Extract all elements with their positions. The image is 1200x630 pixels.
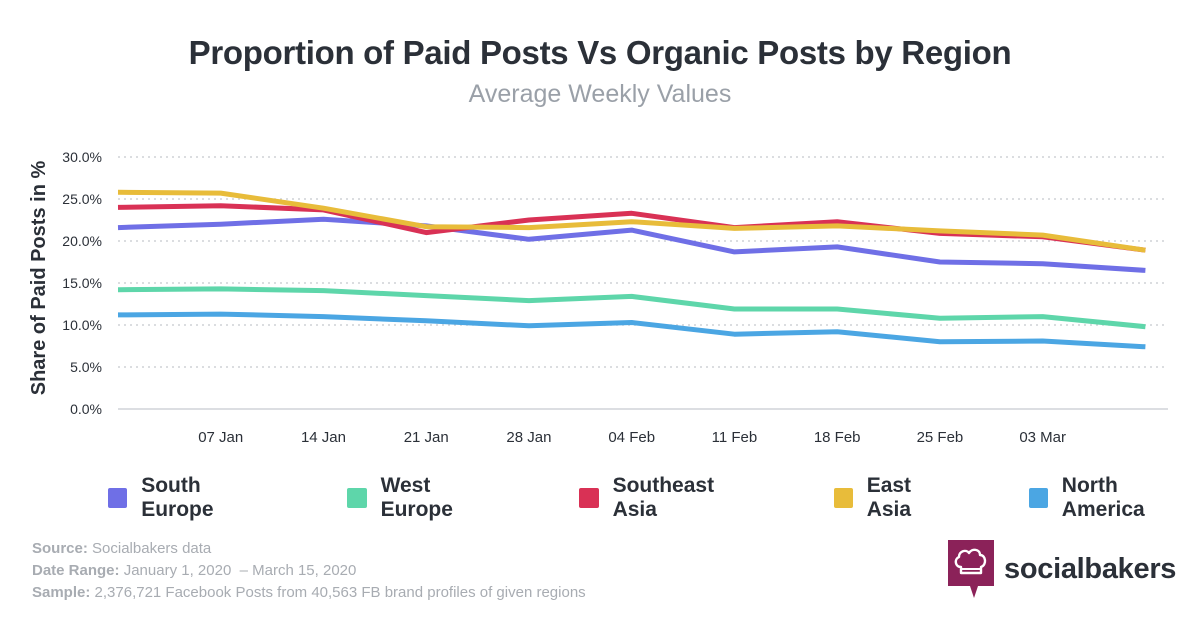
brand-name: socialbakers (1004, 552, 1177, 585)
y-tick-label: 10.0% (62, 317, 102, 333)
legend-swatch (108, 488, 128, 508)
x-tick-label: 03 Mar (1019, 429, 1066, 446)
date-range-label: Date Range: (32, 562, 120, 579)
x-tick-label: 11 Feb (712, 429, 758, 446)
x-tick-label: 14 Jan (301, 429, 346, 446)
grid-lines (118, 156, 1168, 410)
y-axis-label: Share of Paid Posts in % (28, 161, 50, 396)
legend-item: North America (1028, 474, 1200, 522)
y-tick-label: 15.0% (62, 275, 102, 291)
y-axis-ticks: 0.0% 5.0% 10.0% 15.0% 20.0% 25.0% 30.0% (62, 149, 102, 417)
x-tick-label: 07 Jan (198, 429, 243, 446)
x-tick-label: 28 Jan (506, 429, 551, 446)
x-tick-label: 18 Feb (814, 429, 861, 446)
legend-label: North America (1061, 474, 1145, 521)
footer-source: Source: Socialbakers data (32, 538, 586, 560)
legend-label: West Europe (380, 474, 453, 521)
legend-label: Southeast Asia (612, 474, 715, 521)
source-label: Source: (32, 540, 88, 557)
chart-subtitle: Average Weekly Values (468, 80, 732, 108)
legend-label: South Europe (141, 474, 214, 521)
legend-item: Southeast Asia (579, 474, 757, 522)
footer-sample: Sample: 2,376,721 Facebook Posts from 40… (32, 582, 586, 604)
y-tick-label: 30.0% (62, 149, 102, 165)
legend-item: East Asia (833, 474, 957, 522)
brand-logo: socialbakers (948, 540, 1176, 598)
footer-date-range: Date Range: January 1, 2020 – March 15, … (32, 560, 586, 582)
legend-swatch (1028, 488, 1048, 508)
legend-item: South Europe (108, 474, 273, 522)
y-tick-label: 25.0% (62, 191, 102, 207)
footer-notes: Source: Socialbakers data Date Range: Ja… (32, 538, 586, 604)
series-line-west-europe (117, 286, 1146, 330)
series-line-east-asia (117, 189, 1146, 253)
series-lines (117, 189, 1146, 350)
line-chart: 0.0% 5.0% 10.0% 15.0% 20.0% 25.0% 30.0% 07 Jan… (28, 149, 1168, 446)
series-line-north-america (117, 311, 1146, 350)
y-tick-label: 20.0% (62, 233, 102, 249)
y-tick-label: 0.0% (70, 401, 102, 417)
chart-title: Proportion of Paid Posts Vs Organic Post… (188, 34, 1012, 71)
legend-swatch (347, 488, 367, 508)
legend-label: East Asia (866, 474, 912, 521)
x-axis-ticks: 07 Jan 14 Jan 21 Jan 28 Jan 04 Feb 11 Feb 18 F… (198, 429, 1066, 446)
sample-value: 2,376,721 Facebook Posts from 40,563 FB … (94, 584, 586, 601)
source-value: Socialbakers data (92, 540, 212, 557)
legend-item: West Europe (347, 474, 503, 522)
x-tick-label: 21 Jan (404, 429, 449, 446)
x-tick-label: 25 Feb (917, 429, 964, 446)
legend-swatch (833, 488, 853, 508)
sample-label: Sample: (32, 584, 91, 601)
legend-swatch (579, 488, 599, 508)
y-tick-label: 5.0% (70, 359, 102, 375)
chart-legend: South Europe West Europe Southeast Asia Eas… (108, 474, 1200, 522)
x-tick-label: 04 Feb (608, 429, 655, 446)
chef-hat-icon (948, 540, 994, 598)
date-range-value: January 1, 2020 – March 15, 2020 (123, 562, 357, 579)
series-line-south-europe (117, 216, 1146, 273)
